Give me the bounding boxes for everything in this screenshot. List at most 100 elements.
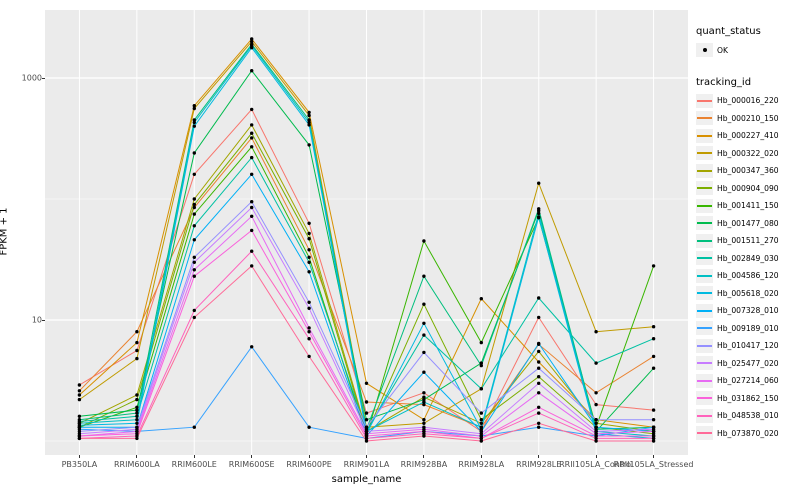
- data-point: [250, 145, 254, 149]
- data-point: [651, 429, 656, 434]
- data-point: [537, 425, 541, 429]
- data-point: [135, 405, 139, 409]
- data-point: [307, 300, 311, 304]
- data-point: [422, 302, 426, 306]
- data-point: [135, 408, 139, 412]
- data-point: [250, 37, 254, 41]
- x-tick-label: RRIM600LA: [113, 460, 160, 469]
- legend-item-tracking-id: Hb_010417_120: [696, 338, 798, 354]
- data-point: [479, 421, 483, 425]
- data-point: [364, 418, 369, 422]
- data-point: [537, 360, 541, 364]
- legend-item-tracking-id: Hb_000016_220: [696, 93, 798, 109]
- legend-key: [696, 426, 713, 441]
- legend-item-tracking-id: Hb_005618_020: [696, 286, 798, 301]
- data-point: [135, 356, 139, 361]
- data-point: [192, 172, 196, 176]
- x-tick-label: RRIM600SE: [228, 460, 275, 469]
- data-point: [192, 315, 196, 320]
- data-point: [594, 330, 598, 334]
- legend-key: [696, 321, 713, 336]
- x-tick-label: RRIM928LE: [516, 460, 562, 469]
- x-tick-mark: [595, 455, 597, 458]
- data-point: [537, 207, 541, 211]
- data-point: [135, 421, 139, 425]
- data-point: [135, 393, 139, 397]
- legend-key: [696, 251, 713, 266]
- x-tick-label: RRII105LA_Control: [559, 460, 634, 469]
- line-glyph-icon: [697, 134, 712, 137]
- legend-item-tracking-id: Hb_001411_150: [696, 198, 798, 214]
- data-point: [594, 421, 598, 425]
- legend-label: Hb_027214_060: [717, 376, 779, 386]
- data-point: [135, 414, 139, 418]
- data-point: [192, 120, 196, 125]
- legend-key: [696, 128, 713, 143]
- legend-label: Hb_000347_360: [717, 166, 779, 176]
- x-tick-mark: [78, 455, 80, 458]
- legend-item-tracking-id: Hb_001477_080: [696, 216, 798, 231]
- data-point: [537, 296, 541, 300]
- y-tick-mark: [42, 77, 45, 79]
- data-point: [537, 315, 541, 320]
- data-point: [422, 418, 426, 422]
- legend-label: Hb_002849_030: [717, 253, 779, 263]
- data-point: [77, 434, 82, 438]
- data-point: [537, 341, 541, 346]
- data-point: [77, 383, 82, 387]
- data-point: [77, 393, 82, 397]
- data-point: [135, 348, 139, 353]
- line-glyph-icon: [697, 169, 712, 172]
- line-glyph-icon: [697, 204, 712, 207]
- legend-item-tracking-id: Hb_000904_090: [696, 181, 798, 196]
- line-glyph-icon: [697, 222, 712, 225]
- legend-label: Hb_000227_410: [717, 131, 779, 141]
- point-glyph-icon: [702, 48, 707, 53]
- legend: quant_status OK tracking_id Hb_000016_22…: [696, 26, 798, 444]
- legend-item-tracking-id: Hb_048538_010: [696, 408, 798, 424]
- data-point: [135, 434, 139, 438]
- data-point: [250, 46, 254, 50]
- data-point: [594, 402, 598, 407]
- data-point: [537, 215, 541, 219]
- data-point: [307, 337, 311, 341]
- data-point: [651, 408, 656, 412]
- data-point: [307, 255, 311, 259]
- data-point: [307, 425, 311, 429]
- legend-item-tracking-id: Hb_027214_060: [696, 373, 798, 389]
- y-tick-mark: [42, 319, 45, 321]
- data-point: [192, 274, 196, 278]
- data-point: [479, 434, 483, 438]
- data-point: [307, 270, 311, 274]
- data-point: [479, 297, 483, 301]
- line-glyph-icon: [697, 309, 712, 312]
- data-point: [192, 151, 196, 155]
- data-point: [479, 387, 483, 391]
- data-point: [594, 361, 598, 365]
- y-tick-label: 10: [31, 315, 42, 325]
- legend-key: [696, 146, 713, 161]
- data-point: [192, 260, 196, 264]
- data-point: [479, 361, 483, 365]
- data-point: [250, 39, 254, 44]
- data-point: [479, 436, 483, 441]
- x-tick-label: PB350LA: [61, 460, 98, 469]
- legend-label: Hb_001477_080: [717, 218, 779, 228]
- line-glyph-icon: [697, 99, 712, 102]
- legend-item-tracking-id: Hb_007328_010: [696, 303, 798, 319]
- data-point: [307, 110, 311, 115]
- legend-key: [696, 163, 713, 178]
- legend-label: Hb_000322_020: [717, 148, 779, 158]
- legend-tracking-items: Hb_000016_220 Hb_000210_150 Hb_000227_410 H…: [696, 93, 798, 441]
- data-point: [307, 143, 311, 147]
- data-point: [479, 340, 483, 345]
- data-point: [192, 104, 196, 108]
- data-point: [135, 330, 139, 334]
- legend-item-tracking-id: Hb_000347_360: [696, 163, 798, 179]
- line-glyph-icon: [697, 362, 712, 365]
- x-tick-mark: [308, 455, 310, 458]
- line-glyph-icon: [697, 292, 712, 295]
- data-point: [77, 389, 82, 393]
- legend-key: [696, 233, 713, 248]
- data-point: [651, 436, 656, 441]
